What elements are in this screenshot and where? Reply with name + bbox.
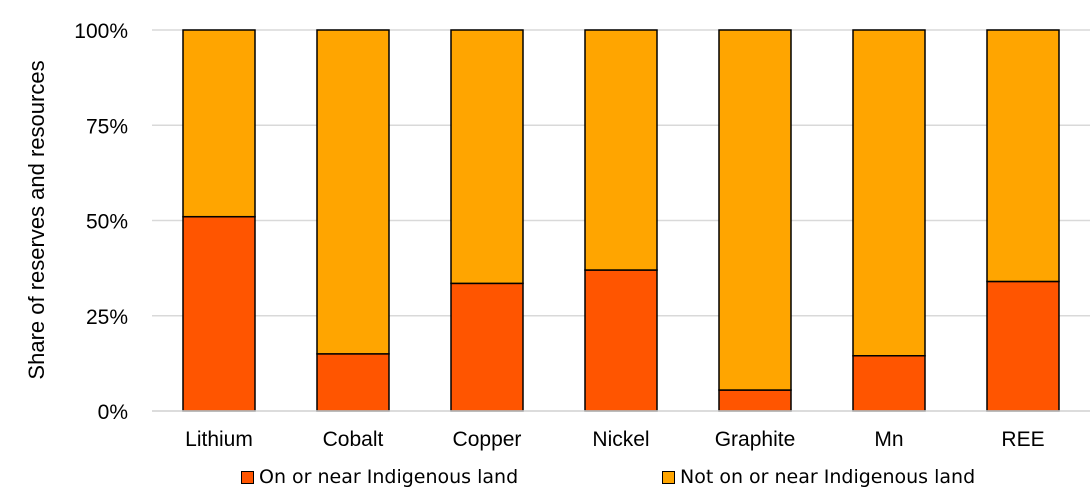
bar-not-copper bbox=[450, 29, 524, 285]
x-axis-ticks: Lithium Cobalt Copper Nickel Graphite Mn REE bbox=[185, 428, 1044, 451]
legend: On or near Indigenous land Not on or nea… bbox=[0, 466, 1090, 492]
bar-on-mn bbox=[852, 355, 926, 412]
y-axis-label: Share of reserves and resources bbox=[24, 60, 49, 379]
bar-on-copper bbox=[450, 282, 524, 412]
y-tick-label: 0% bbox=[98, 401, 128, 424]
bar-not-cobalt bbox=[316, 29, 390, 355]
bar-not-ree bbox=[986, 29, 1060, 283]
x-tick-label: Cobalt bbox=[323, 428, 384, 451]
legend-label-on: On or near Indigenous land bbox=[259, 466, 519, 488]
legend-label-not: Not on or near Indigenous land bbox=[680, 466, 976, 488]
x-tick-label: REE bbox=[1001, 428, 1044, 451]
stacked-bar-chart: 0% 25% 50% 75% 100% Lithium Cobalt Copper Nicke… bbox=[24, 20, 1090, 451]
legend-item-on-indigenous-land: On or near Indigenous land bbox=[241, 466, 518, 488]
x-tick-label: Graphite bbox=[715, 428, 796, 451]
bar-on-cobalt bbox=[316, 353, 390, 412]
legend-item-not-on-indigenous-land: Not on or near Indigenous land bbox=[662, 466, 975, 488]
bar-not-graphite bbox=[718, 29, 792, 391]
bar-not-nickel bbox=[584, 29, 658, 271]
legend-swatch-not bbox=[662, 470, 675, 484]
bar-on-graphite bbox=[718, 389, 792, 412]
x-tick-label: Copper bbox=[453, 428, 522, 451]
y-tick-label: 25% bbox=[86, 306, 128, 329]
y-axis-ticks: 0% 25% 50% 75% 100% bbox=[74, 20, 128, 424]
x-tick-label: Mn bbox=[874, 428, 903, 451]
y-tick-label: 50% bbox=[86, 211, 128, 234]
y-tick-label: 75% bbox=[86, 115, 128, 138]
y-tick-label: 100% bbox=[74, 20, 128, 43]
x-tick-label: Nickel bbox=[592, 428, 649, 451]
bar-on-nickel bbox=[584, 269, 658, 412]
bar-on-ree bbox=[986, 280, 1060, 412]
bar-on-lithium bbox=[182, 215, 256, 412]
bars bbox=[182, 29, 1060, 412]
bar-not-mn bbox=[852, 29, 926, 357]
x-tick-label: Lithium bbox=[185, 428, 253, 451]
legend-swatch-on bbox=[241, 470, 254, 484]
bar-not-lithium bbox=[182, 29, 256, 218]
